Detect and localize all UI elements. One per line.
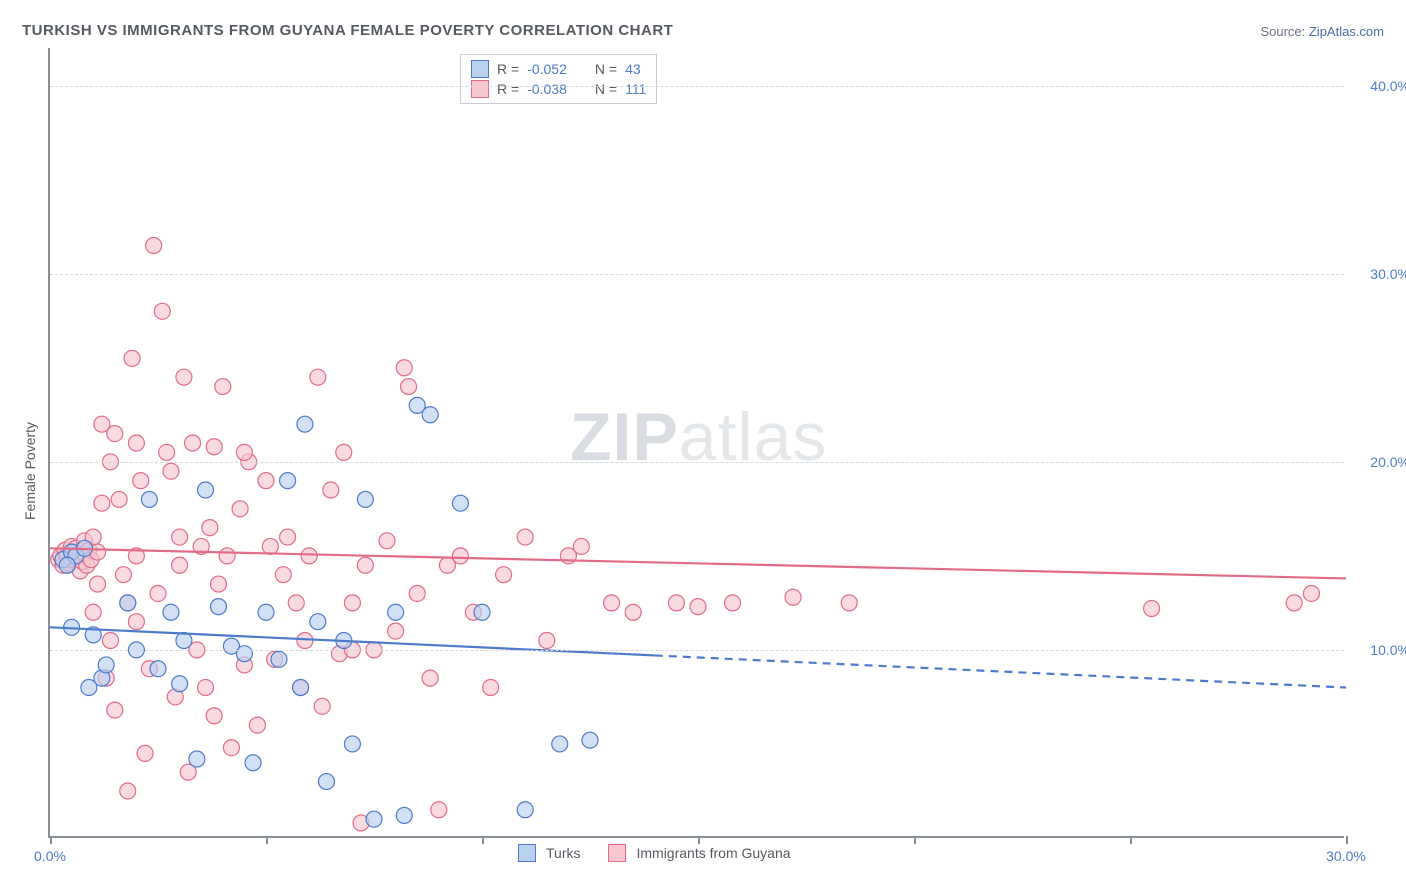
x-tick [50, 836, 52, 844]
x-tick-label: 0.0% [34, 848, 66, 864]
legend-n-label: N = [595, 79, 617, 99]
y-tick-label: 10.0% [1370, 642, 1406, 658]
series-legend: Turks Immigrants from Guyana [518, 844, 809, 862]
plot-area: ZIPatlas R = -0.052N = 43R = -0.038N = 1… [48, 48, 1344, 838]
legend-swatch [471, 60, 489, 78]
legend-n-label: N = [595, 59, 617, 79]
gridline-h [50, 462, 1344, 463]
chart-source: Source: ZipAtlas.com [1260, 24, 1384, 39]
x-tick [1130, 836, 1132, 844]
source-label: Source: [1260, 24, 1308, 39]
x-tick-label: 30.0% [1326, 848, 1366, 864]
x-tick [266, 836, 268, 844]
legend-r-label: R = [497, 79, 519, 99]
y-axis-label: Female Poverty [22, 422, 38, 520]
x-tick [698, 836, 700, 844]
x-tick [1346, 836, 1348, 844]
gridline-h [50, 650, 1344, 651]
gridline-h [50, 274, 1344, 275]
turks-trend-dashed [655, 655, 1346, 687]
y-tick-label: 20.0% [1370, 454, 1406, 470]
legend-n-value: 43 [625, 59, 641, 79]
legend-label: Turks [546, 845, 580, 861]
legend-r-label: R = [497, 59, 519, 79]
x-tick [482, 836, 484, 844]
gridline-h [50, 86, 1344, 87]
legend-row: R = -0.052 N = 43 [471, 59, 646, 79]
chart-title: TURKISH VS IMMIGRANTS FROM GUYANA FEMALE… [22, 22, 673, 39]
legend-swatch [518, 844, 536, 862]
legend-n-value: 111 [625, 79, 646, 99]
legend-r-value: -0.052 [527, 59, 567, 79]
legend-label: Immigrants from Guyana [636, 845, 790, 861]
legend-swatch [608, 844, 626, 862]
legend-r-value: -0.038 [527, 79, 567, 99]
y-tick-label: 30.0% [1370, 266, 1406, 282]
legend-swatch [471, 80, 489, 98]
legend-row: R = -0.038 N = 111 [471, 79, 646, 99]
y-tick-label: 40.0% [1370, 78, 1406, 94]
turks-trend-solid [50, 627, 655, 655]
source-link[interactable]: ZipAtlas.com [1309, 24, 1384, 39]
guyana-trend-solid [50, 548, 1346, 578]
x-tick [914, 836, 916, 844]
trend-lines [50, 48, 1346, 838]
correlation-legend: R = -0.052 N = 43 R = -0.038 N = 111 [460, 54, 657, 104]
